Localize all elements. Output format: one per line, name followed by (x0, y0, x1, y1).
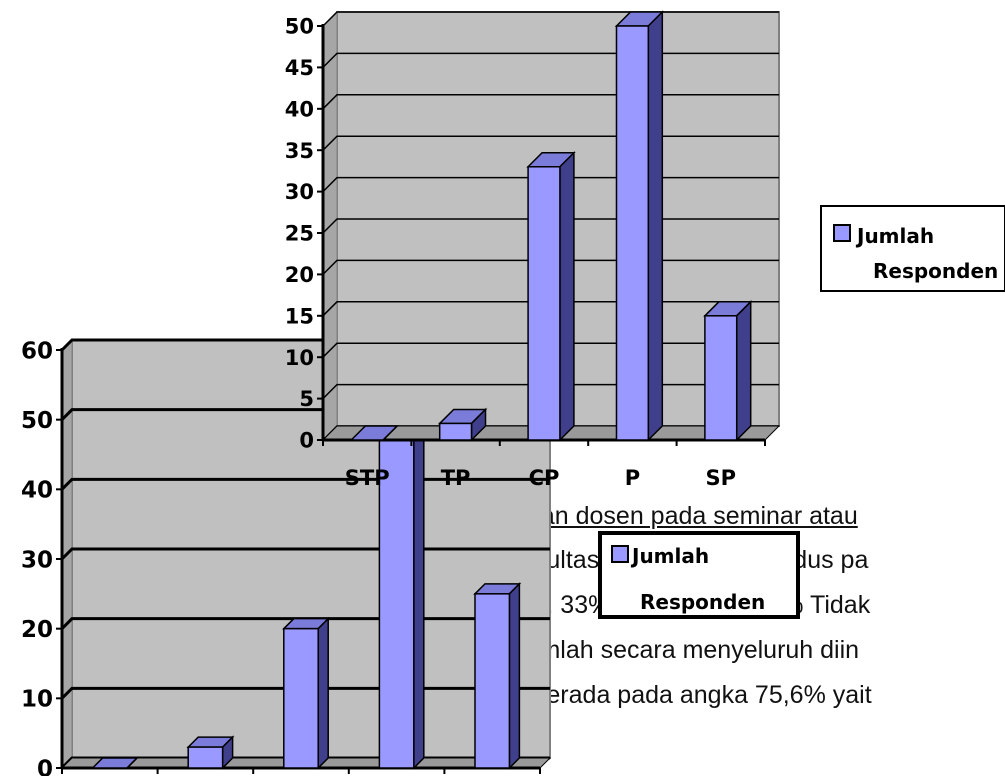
chart2-y-tick-label: 10 (21, 687, 53, 713)
chart1-x-tick-label: STP (345, 466, 390, 490)
chart2-y-tick-label: 40 (21, 478, 53, 504)
paragraph-line-1: atan dosen pada seminar atau (520, 502, 858, 530)
chart1-legend-swatch (833, 224, 851, 242)
chart1-bar-side (735, 299, 752, 442)
chart1-bar (704, 315, 738, 441)
chart1-y-tick-label: 15 (285, 304, 314, 328)
paragraph-line-5: l berada pada angka 75,6% yait (520, 681, 872, 709)
chart2-bar (474, 593, 511, 769)
chart1-y-tick-label: 0 (299, 429, 314, 453)
chart1-y-tick-label: 25 (285, 222, 314, 246)
chart1-legend-label-line-2: Responden (873, 259, 998, 283)
chart2-bar (283, 627, 319, 769)
chart1-y-tick-label: 20 (285, 263, 314, 287)
chart2-y-tick-label: 60 (21, 338, 53, 364)
chart2-legend-label-line-1: Jumlah (630, 544, 709, 568)
chart2-bar-side (126, 757, 138, 769)
chart1-y-tick-label: 10 (285, 346, 314, 370)
chart1-legend-label-line-1: Jumlah (855, 224, 934, 248)
chart2-legend-swatch (611, 545, 629, 563)
chart1-y-tick-label: 45 (285, 56, 314, 80)
chart1-bar (615, 25, 650, 441)
chart1-bar-side (559, 150, 575, 442)
chart1-y-tick-label: 35 (285, 139, 314, 163)
paragraph-line-4: jumlah secara menyeluruh diin (520, 636, 860, 664)
chart1-y-tick-label: 5 (299, 387, 314, 411)
chart1-bar-side (382, 425, 398, 441)
chart1-legend-box (820, 205, 1005, 292)
chart1-y-tick-label: 30 (285, 180, 314, 204)
chart1-x-tick-label: CP (529, 466, 560, 490)
chart2-y-tick-label: 30 (21, 547, 53, 573)
chart2-y-tick-label: 20 (21, 617, 53, 643)
chart2-y-tick-label: 50 (21, 408, 53, 434)
chart2-bar (187, 746, 224, 769)
chart1-x-tick-label: SP (706, 466, 737, 490)
chart2-legend-box (598, 531, 800, 619)
chart1-x-tick-label: TP (441, 466, 471, 490)
chart1-bar (438, 422, 473, 441)
chart2-y-tick-label: 0 (37, 756, 53, 776)
chart2-legend-label-line-2: Responden (640, 590, 765, 614)
chart1-bar (527, 166, 561, 441)
chart1-x-tick-label: P (625, 466, 640, 490)
chart1-y-tick-label: 50 (285, 15, 314, 39)
chart1-y-tick-label: 40 (285, 97, 314, 121)
chart1-bar-side (647, 10, 664, 442)
